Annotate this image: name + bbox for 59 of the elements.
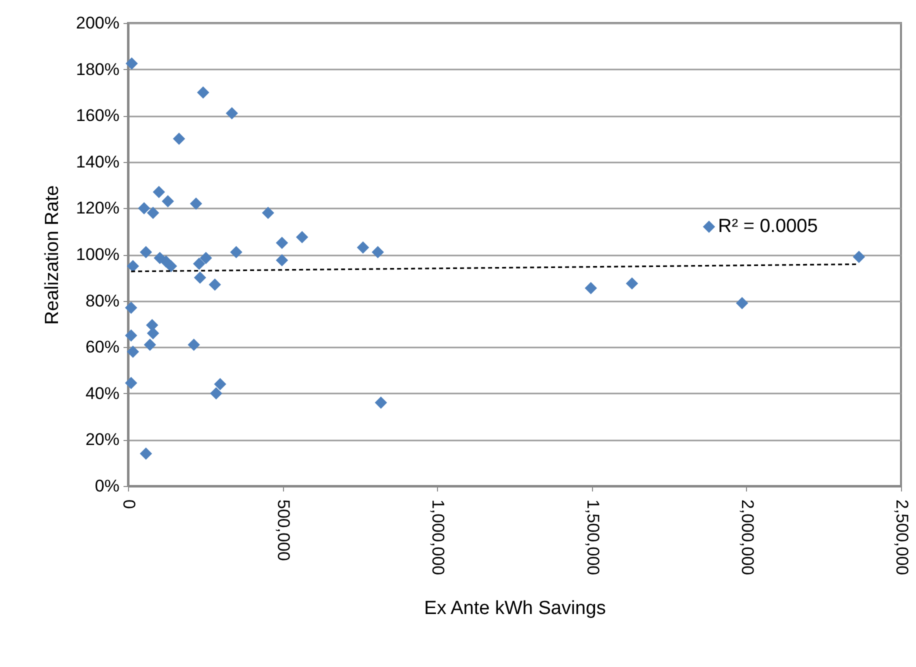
y-tick-label: 80% [85, 291, 120, 310]
point [152, 186, 166, 198]
point [276, 254, 288, 266]
point [144, 338, 156, 351]
point [702, 220, 716, 233]
point [296, 231, 308, 244]
point [194, 272, 206, 284]
point [356, 241, 370, 254]
x-tick-label: 2,500,000 [892, 500, 912, 576]
point [126, 260, 140, 272]
point [230, 246, 242, 258]
y-tick-label: 160% [76, 106, 120, 126]
point [126, 346, 140, 358]
y-tick-label: 60% [85, 338, 120, 357]
x-tick-label: 0 [120, 500, 138, 509]
point [276, 236, 288, 250]
point [124, 376, 138, 390]
point [192, 258, 206, 270]
y-axis-title: Realization Rate [42, 185, 64, 325]
y-tick-label: 200% [76, 14, 120, 32]
point [210, 387, 222, 400]
point [140, 246, 152, 258]
y-tick-label: 140% [76, 152, 120, 172]
point [124, 329, 138, 342]
point [146, 206, 160, 219]
point [164, 260, 178, 272]
x-tick-label: 500,000 [274, 500, 294, 561]
y-tick-label: 20% [85, 430, 120, 450]
point [188, 338, 200, 351]
point [226, 107, 238, 120]
x-axis-title: Ex Ante kWh Savings [424, 598, 606, 620]
point [197, 86, 210, 99]
point [138, 202, 150, 214]
point [172, 132, 186, 145]
point [852, 250, 866, 263]
point [584, 282, 597, 294]
point [208, 278, 222, 291]
point [214, 378, 226, 390]
point [372, 246, 384, 258]
y-tick-label: 100% [76, 245, 120, 264]
point [146, 327, 160, 340]
point [626, 277, 638, 290]
point [162, 195, 174, 208]
point [200, 252, 212, 264]
point [190, 197, 202, 210]
point [262, 206, 274, 219]
y-tick-label: 120% [76, 198, 120, 218]
point [140, 447, 152, 460]
y-tick-label: 180% [76, 60, 120, 79]
x-tick-label: 2,000,000 [738, 500, 757, 576]
x-tick-label: 1,000,000 [428, 500, 448, 576]
point [374, 396, 388, 409]
y-tick-label: 40% [85, 384, 120, 403]
point [126, 57, 138, 70]
point [124, 302, 138, 314]
x-tick-label: 1,500,000 [583, 500, 602, 576]
annotation: R² = 0.0005 [718, 216, 818, 237]
y-tick-label: 0% [94, 476, 120, 496]
point [736, 296, 748, 310]
